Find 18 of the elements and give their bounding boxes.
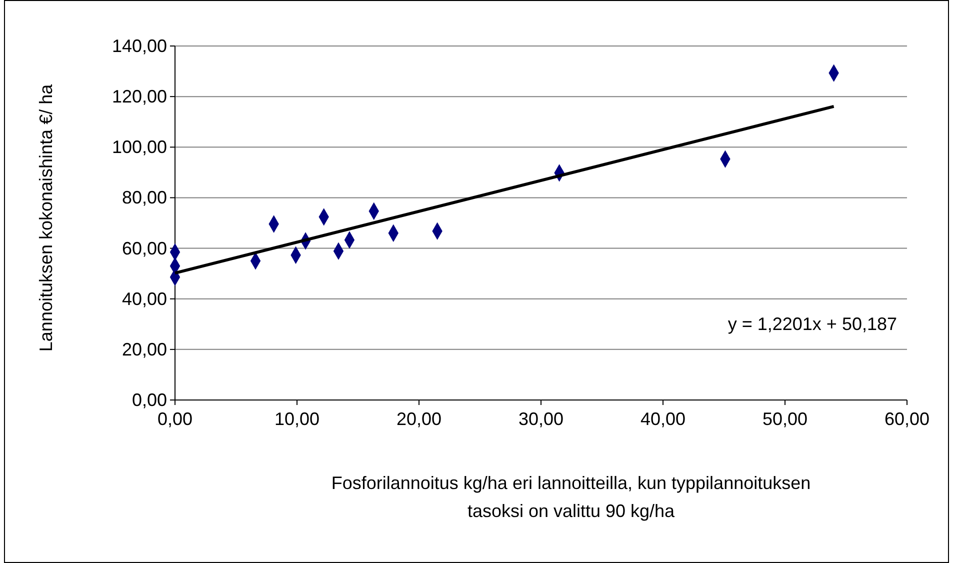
annotation: y = 1,2201x + 50,187 [728, 314, 897, 334]
y-tick-label: 40,00 [122, 288, 167, 309]
y-tick-label: 120,00 [112, 86, 167, 107]
y-tick-label: 140,00 [112, 36, 167, 56]
x-axis-title: Fosforilannoitus kg/ha eri lannoitteilla, kun typpilannoituksen tasoksi on valittu 90 kg/ha [331, 473, 811, 521]
x-tick-label: 10,00 [274, 409, 320, 429]
y-tick-label: 0,00 [132, 390, 167, 410]
x-tick-label: 50,00 [762, 409, 808, 429]
x-tick-label: 0,00 [157, 409, 193, 429]
y-tick-label: 100,00 [112, 137, 167, 158]
y-tick-label: 60,00 [122, 238, 167, 258]
y-tick-label: 20,00 [122, 339, 167, 360]
x-tick-label: 40,00 [640, 409, 686, 429]
x-tick-label: 20,00 [396, 409, 442, 429]
y-axis-title: Lannoituksen kokonaishinta €/ ha [36, 83, 56, 352]
x-tick-label: 30,00 [518, 409, 564, 429]
x-tick-label: 60,00 [884, 409, 930, 429]
y-tick-label: 80,00 [122, 188, 167, 208]
